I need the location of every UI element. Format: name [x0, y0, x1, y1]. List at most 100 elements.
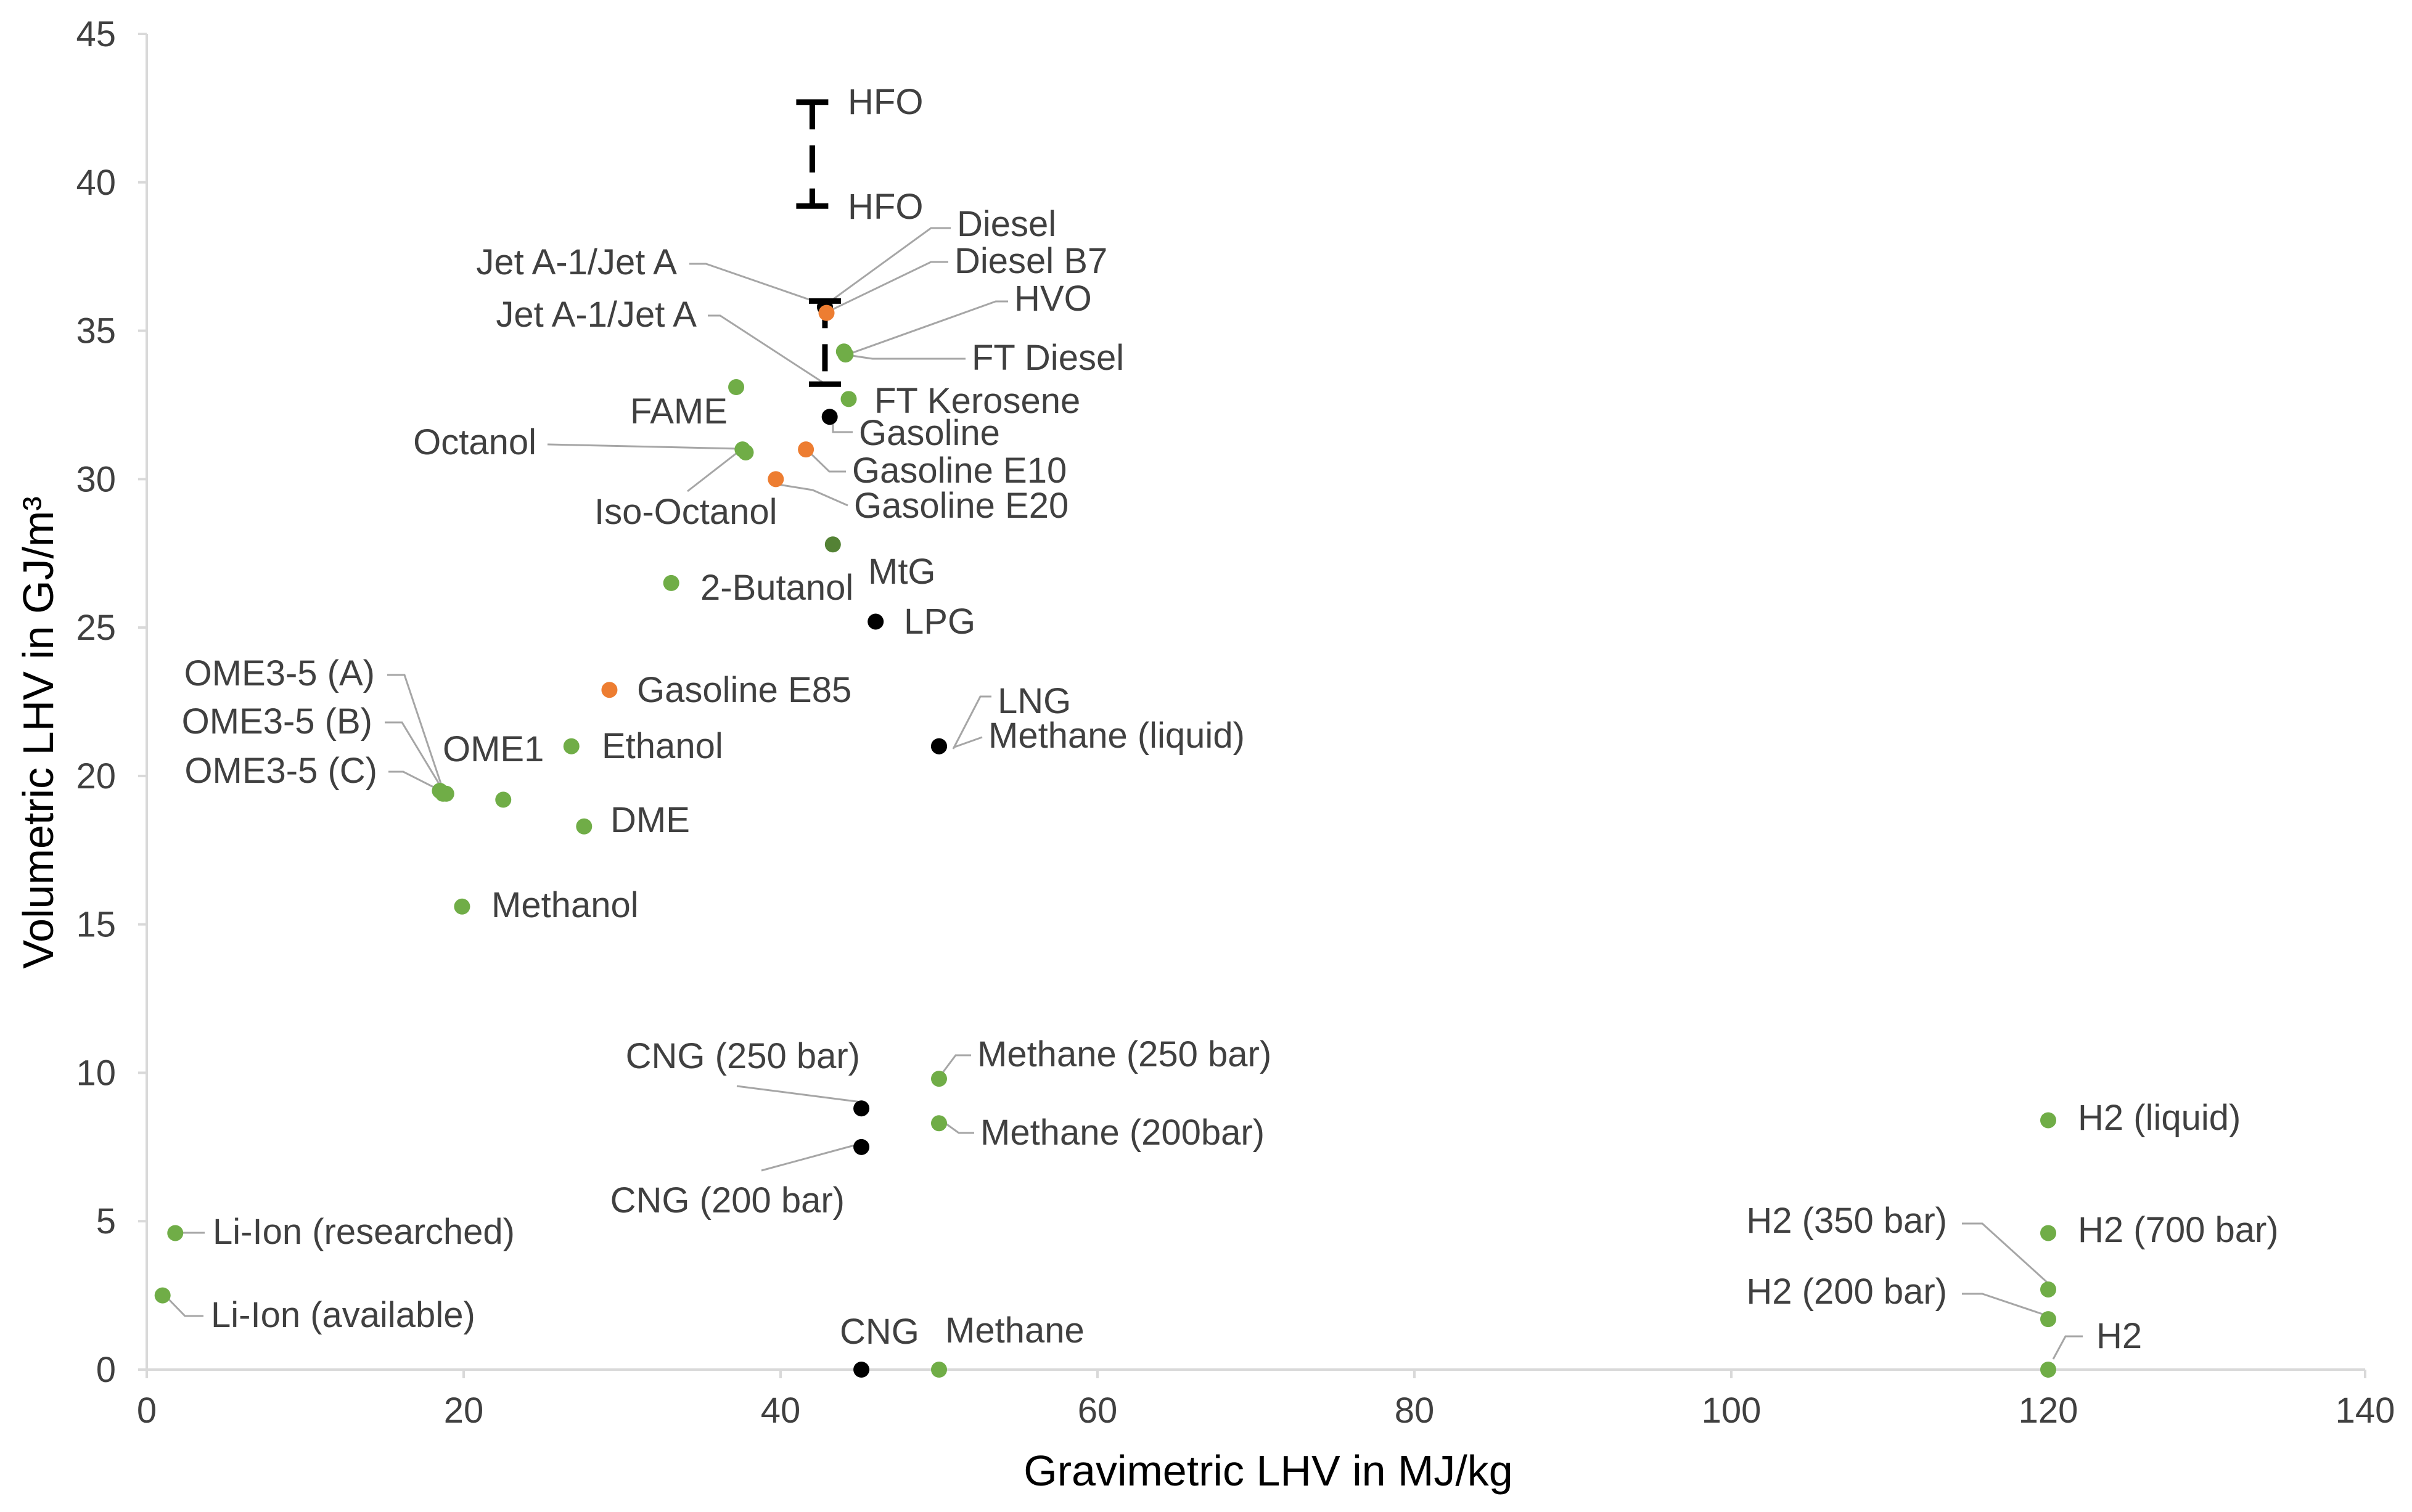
leader-methane-liquid [954, 736, 983, 748]
leader-octanol [547, 443, 740, 450]
label-cng-200-bar: CNG (200 bar) [610, 1180, 845, 1220]
point-dme [576, 818, 593, 835]
label-hfo: HFO [848, 82, 923, 122]
x-tick-label: 0 [137, 1391, 157, 1431]
point-mtg [824, 536, 841, 553]
data-points [154, 299, 2056, 1378]
point-ome1 [495, 791, 512, 808]
point-methane-liquid [931, 738, 947, 754]
label-ome1: OME1 [443, 729, 544, 769]
point-h2-700-bar [2040, 1225, 2056, 1241]
point-methane-200bar [931, 1115, 947, 1132]
label-gasoline-e85: Gasoline E85 [637, 670, 851, 710]
label-h2-200-bar: H2 (200 bar) [1746, 1272, 1947, 1312]
point-h2 [2040, 1362, 2056, 1378]
y-tick-label: 15 [76, 905, 116, 945]
leader-diesel [829, 227, 951, 303]
label-methanol: Methanol [491, 885, 639, 925]
label-iso-octanol: Iso-Octanol [594, 492, 777, 532]
label-h2-350-bar: H2 (350 bar) [1746, 1201, 1947, 1241]
leader-jet-a-1-jet-a-3 [708, 314, 823, 383]
x-tick-label: 100 [1702, 1391, 1762, 1431]
point-fame [728, 379, 745, 396]
point-h2-200-bar [2040, 1311, 2056, 1328]
leader-gasoline-e20 [777, 483, 848, 507]
label-octanol: Octanol [413, 422, 536, 462]
y-tick-label: 25 [76, 608, 116, 648]
leader-ome3-5-a [387, 674, 445, 791]
label-ome3-5-b: OME3-5 (B) [182, 701, 372, 742]
leader-methane-200bar [943, 1121, 974, 1134]
leader-h2 [2052, 1335, 2083, 1360]
y-tick-label: 40 [76, 163, 116, 203]
label-li-ion-researched: Li-Ion (researched) [213, 1212, 515, 1252]
y-tick-label: 45 [76, 14, 116, 54]
leader-li-ion-available [162, 1292, 203, 1317]
label-cng: CNG [840, 1312, 919, 1352]
leader-ft-diesel [847, 354, 966, 360]
label-ft-diesel: FT Diesel [972, 338, 1124, 378]
label-gasoline: Gasoline [859, 413, 1000, 453]
point-h2-liquid [2040, 1112, 2056, 1129]
y-tick-label: 5 [96, 1201, 116, 1241]
point-gasoline-e20 [768, 471, 784, 488]
point-ft-kerosene [840, 391, 857, 407]
label-hfo: HFO [848, 187, 923, 227]
label-gasoline-e10: Gasoline E10 [852, 451, 1067, 491]
label-diesel: Diesel [957, 204, 1056, 244]
x-tick-label: 120 [2019, 1391, 2078, 1431]
point-gasoline-e10 [798, 441, 814, 458]
point-gasoline [821, 409, 838, 425]
hfo-range-bar [796, 99, 829, 209]
point-methanol [454, 898, 470, 915]
point-ethanol [563, 738, 580, 754]
label-gasoline-e20: Gasoline E20 [854, 486, 1069, 526]
label-h2-700-bar: H2 (700 bar) [2078, 1210, 2279, 1250]
point-methane [931, 1362, 947, 1378]
x-tick-label: 80 [1395, 1391, 1435, 1431]
leader-iso-octanol [687, 449, 740, 492]
point-cng [853, 1362, 870, 1378]
x-tick-label: 40 [761, 1391, 801, 1431]
x-tick-label: 60 [1078, 1391, 1118, 1431]
point-h2-350-bar [2040, 1281, 2056, 1297]
leader-gasoline [832, 421, 853, 433]
leader-cng-250-bar [736, 1085, 862, 1103]
label-h2-liquid: H2 (liquid) [2078, 1098, 2241, 1138]
label-h2: H2 [2096, 1316, 2142, 1356]
point-gasoline-e85 [601, 682, 618, 698]
label-jet-a-1-jet-a: Jet A-1/Jet A [496, 295, 697, 335]
point-2-butanol [663, 574, 679, 591]
leader-h2-350-bar [1962, 1222, 2049, 1285]
y-tick-label: 30 [76, 459, 116, 499]
label-li-ion-available: Li-Ion (available) [211, 1295, 475, 1335]
leader-lng [952, 695, 991, 750]
label-fame: FAME [630, 391, 728, 431]
point-methane-250-bar [931, 1071, 947, 1087]
label-methane-200bar: Methane (200bar) [980, 1113, 1265, 1153]
label-cng-250-bar: CNG (250 bar) [626, 1036, 860, 1076]
range-bars [796, 99, 841, 387]
leader-jet-a-1-jet-a-2 [689, 263, 821, 304]
point-ft-diesel [837, 346, 854, 363]
label-mtg: MtG [868, 552, 936, 592]
leader-ome3-5-c [388, 770, 444, 793]
point-cng-200-bar [853, 1138, 870, 1155]
leader-hvo [847, 300, 1008, 356]
leader-diesel-b7 [827, 261, 948, 313]
point-li-ion-available [154, 1287, 171, 1304]
label-methane-liquid: Methane (liquid) [988, 716, 1245, 756]
label-lng: LNG [998, 681, 1071, 721]
leader-gasoline-e10 [806, 449, 846, 473]
x-tick-label: 140 [2336, 1391, 2395, 1431]
label-diesel-b7: Diesel B7 [954, 241, 1107, 281]
y-tick-label: 10 [76, 1053, 116, 1093]
x-axis-title: Gravimetric LHV in MJ/kg [1023, 1447, 1512, 1495]
label-ethanol: Ethanol [602, 726, 723, 766]
label-methane: Methane [945, 1310, 1085, 1351]
point-iso-octanol [737, 444, 754, 460]
point-cng-250-bar [853, 1100, 870, 1117]
axes: 0 20 40 60 80 100 120 140 0 5 10 15 20 25 30 35 40 45 [76, 14, 2395, 1431]
label-methane-250-bar: Methane (250 bar) [977, 1034, 1271, 1074]
